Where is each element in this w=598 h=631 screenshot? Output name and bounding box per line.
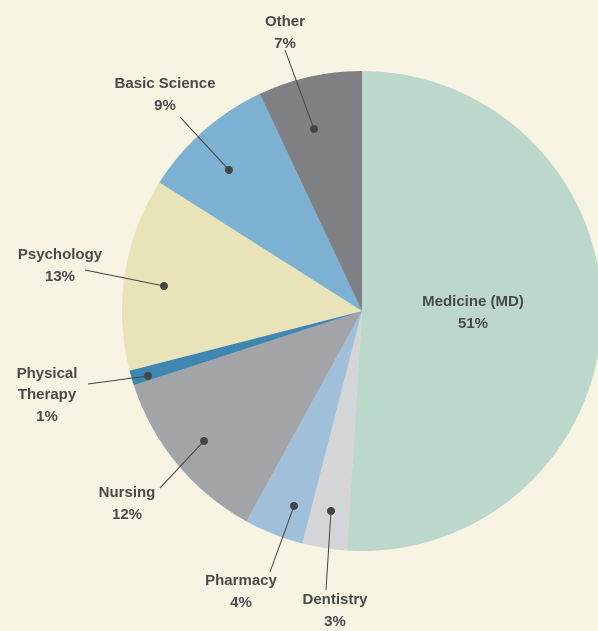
pie-slice: [133, 311, 362, 522]
pie-slice: [259, 71, 362, 311]
slice-label: Nursing: [99, 484, 156, 501]
slice-value-label: 51%: [458, 315, 488, 332]
slice-label: Pharmacy: [205, 572, 277, 589]
leader-line: [159, 440, 205, 489]
leader-line: [284, 49, 315, 130]
slice-value-label: 7%: [274, 35, 296, 52]
leader-dot: [290, 502, 298, 510]
leader-dot: [310, 125, 318, 133]
pie-slice: [159, 93, 362, 311]
slice-value-label: 13%: [45, 268, 75, 285]
leader-dot: [144, 372, 152, 380]
leader-line: [179, 116, 230, 171]
slice-value-label: 4%: [230, 594, 252, 611]
leader-dot: [160, 282, 168, 290]
slice-label: Psychology: [18, 246, 103, 263]
slice-label: Other: [265, 13, 305, 30]
leader-dot: [200, 437, 208, 445]
leader-line: [87, 375, 149, 385]
slice-label: Dentistry: [302, 591, 368, 608]
leader-line: [325, 510, 332, 591]
pie-slice: [129, 311, 362, 386]
slice-label: Physical Therapy: [17, 365, 78, 403]
slice-value-label: 1%: [36, 408, 58, 425]
slice-value-label: 3%: [324, 613, 346, 630]
pie-slice: [246, 311, 362, 544]
leader-dot: [225, 166, 233, 174]
leader-line: [269, 505, 295, 573]
slice-label: Basic Science: [115, 75, 216, 92]
leader-dot: [327, 507, 335, 515]
slice-value-label: 12%: [112, 506, 142, 523]
pie-slice: [346, 71, 598, 551]
slice-value-label: 9%: [154, 97, 176, 114]
slice-label: Medicine (MD): [422, 293, 524, 310]
pie-slice: [302, 311, 362, 551]
pie-slice: [121, 182, 362, 371]
leader-line: [84, 269, 165, 287]
